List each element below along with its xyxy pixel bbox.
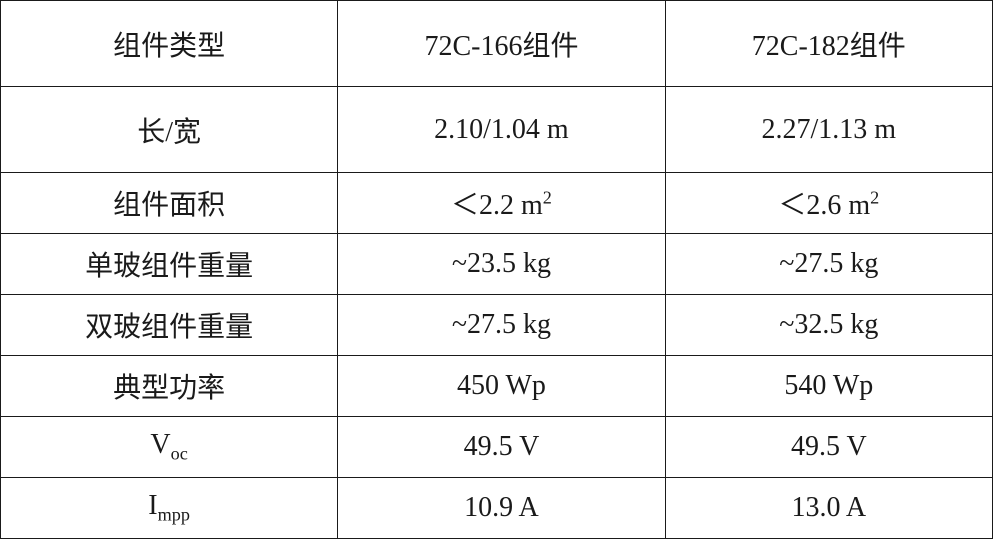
row-val-182: 540 Wp (665, 356, 992, 417)
table-body: 长/宽2.10/1.04 m2.27/1.13 m组件面积＜2.2 m2＜2.6… (1, 87, 993, 539)
row-val-182: 13.0 A (665, 478, 992, 539)
row-val-166: 10.9 A (338, 478, 665, 539)
header-model-166: 72C-166组件 (338, 1, 665, 87)
row-label: 组件面积 (1, 173, 338, 234)
table-row: 组件面积＜2.2 m2＜2.6 m2 (1, 173, 993, 234)
spec-table: 组件类型 72C-166组件 72C-182组件 长/宽2.10/1.04 m2… (0, 0, 993, 539)
row-val-166: 2.10/1.04 m (338, 87, 665, 173)
table-row: 单玻组件重量~23.5 kg~27.5 kg (1, 234, 993, 295)
row-val-166: ~23.5 kg (338, 234, 665, 295)
row-label: 双玻组件重量 (1, 295, 338, 356)
row-val-182: 2.27/1.13 m (665, 87, 992, 173)
header-param: 组件类型 (1, 1, 338, 87)
row-val-166: 49.5 V (338, 417, 665, 478)
table-row: 长/宽2.10/1.04 m2.27/1.13 m (1, 87, 993, 173)
row-label: 典型功率 (1, 356, 338, 417)
table-row: 典型功率450 Wp540 Wp (1, 356, 993, 417)
row-label: 单玻组件重量 (1, 234, 338, 295)
header-model-182: 72C-182组件 (665, 1, 992, 87)
table-row: Impp10.9 A13.0 A (1, 478, 993, 539)
row-label: 长/宽 (1, 87, 338, 173)
table-row: 双玻组件重量~27.5 kg~32.5 kg (1, 295, 993, 356)
row-val-166: 450 Wp (338, 356, 665, 417)
row-val-182: ~32.5 kg (665, 295, 992, 356)
row-label: Impp (1, 478, 338, 539)
row-val-182: ~27.5 kg (665, 234, 992, 295)
row-val-182: ＜2.6 m2 (665, 173, 992, 234)
row-label: Voc (1, 417, 338, 478)
row-val-166: ~27.5 kg (338, 295, 665, 356)
row-val-166: ＜2.2 m2 (338, 173, 665, 234)
table-row: Voc49.5 V49.5 V (1, 417, 993, 478)
table-header-row: 组件类型 72C-166组件 72C-182组件 (1, 1, 993, 87)
row-val-182: 49.5 V (665, 417, 992, 478)
